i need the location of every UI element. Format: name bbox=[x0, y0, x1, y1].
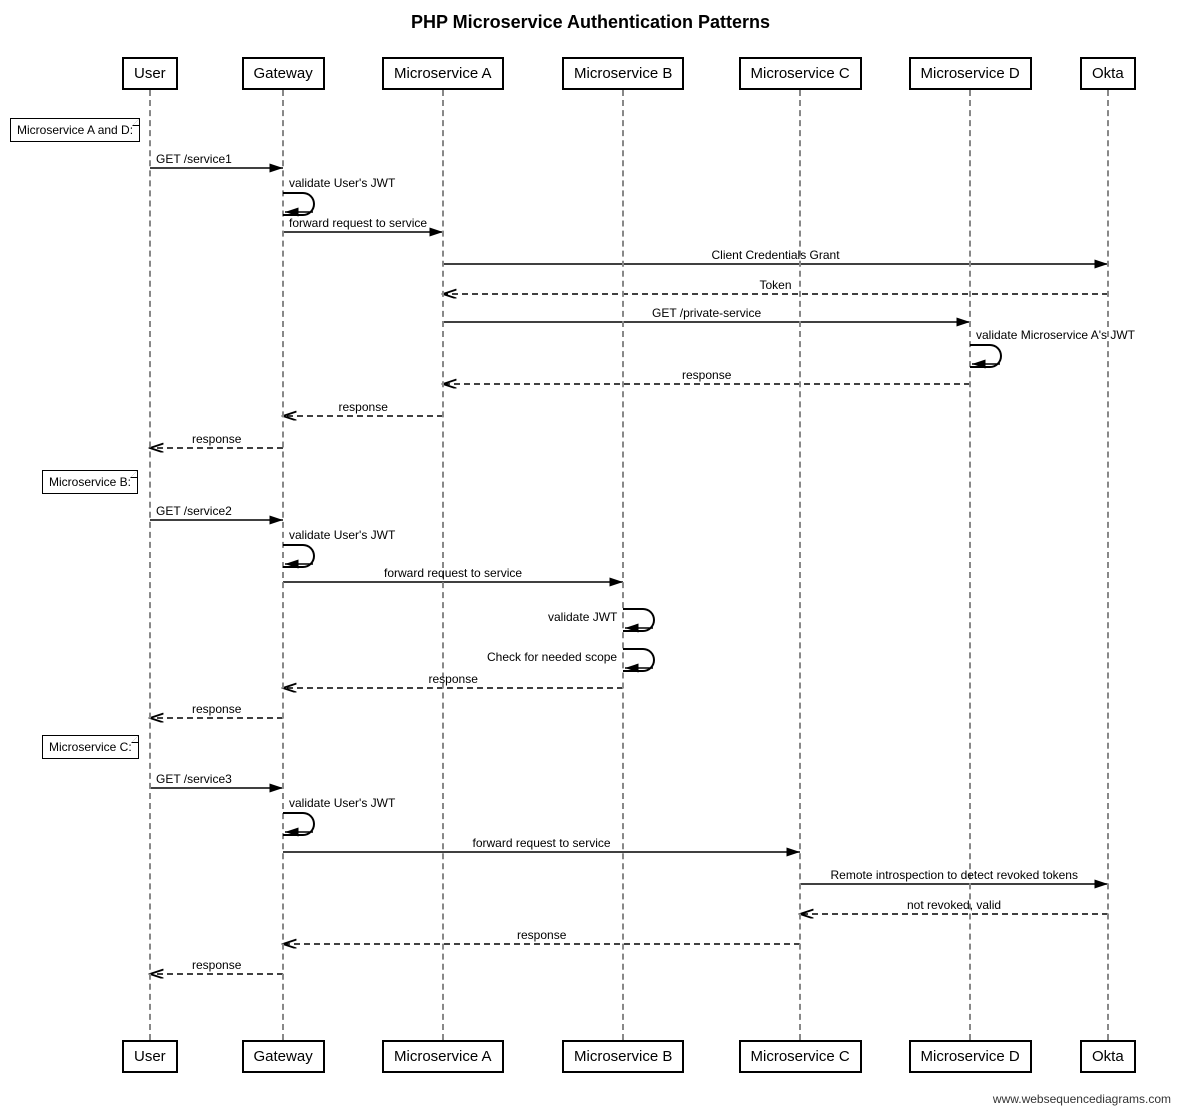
message-label: response bbox=[192, 432, 241, 446]
lifeline bbox=[799, 90, 801, 1040]
arrows-layer bbox=[0, 0, 1181, 1114]
message-label: validate Microservice A's JWT bbox=[976, 328, 1135, 342]
actor-box: Microservice A bbox=[382, 1040, 504, 1073]
message-label: response bbox=[192, 702, 241, 716]
lifeline bbox=[442, 90, 444, 1040]
message-label: Remote introspection to detect revoked t… bbox=[831, 868, 1078, 882]
message-label: response bbox=[192, 958, 241, 972]
actor-box: Microservice A bbox=[382, 57, 504, 90]
sequence-diagram: PHP Microservice Authentication Patterns… bbox=[0, 0, 1181, 1114]
self-message bbox=[283, 812, 315, 836]
message-label: forward request to service bbox=[473, 836, 611, 850]
note: Microservice A and D: bbox=[10, 118, 140, 142]
actor-box: User bbox=[122, 1040, 178, 1073]
actor-box: Microservice B bbox=[562, 1040, 684, 1073]
self-message bbox=[623, 608, 655, 632]
actor-box: Microservice C bbox=[739, 57, 862, 90]
actor-box: Okta bbox=[1080, 57, 1136, 90]
message-label: Client Credentials Grant bbox=[712, 248, 840, 262]
message-label: Check for needed scope bbox=[487, 650, 617, 664]
message-label: response bbox=[429, 672, 478, 686]
message-label: validate JWT bbox=[548, 610, 617, 624]
message-label: response bbox=[682, 368, 731, 382]
note: Microservice B: bbox=[42, 470, 138, 494]
self-message bbox=[283, 544, 315, 568]
actor-box: Microservice C bbox=[739, 1040, 862, 1073]
lifeline bbox=[1107, 90, 1109, 1040]
actor-box: Gateway bbox=[242, 1040, 325, 1073]
lifeline bbox=[149, 90, 151, 1040]
actor-box: Microservice B bbox=[562, 57, 684, 90]
message-label: Token bbox=[760, 278, 792, 292]
self-message bbox=[283, 192, 315, 216]
actor-box: Okta bbox=[1080, 1040, 1136, 1073]
message-label: GET /service3 bbox=[156, 772, 232, 786]
note: Microservice C: bbox=[42, 735, 139, 759]
message-label: forward request to service bbox=[384, 566, 522, 580]
message-label: GET /service1 bbox=[156, 152, 232, 166]
message-label: GET /service2 bbox=[156, 504, 232, 518]
lifeline bbox=[622, 90, 624, 1040]
message-label: response bbox=[339, 400, 388, 414]
actor-box: Microservice D bbox=[909, 57, 1032, 90]
message-label: not revoked, valid bbox=[907, 898, 1001, 912]
actor-box: Microservice D bbox=[909, 1040, 1032, 1073]
message-label: validate User's JWT bbox=[289, 796, 395, 810]
message-label: forward request to service bbox=[289, 216, 427, 230]
diagram-title: PHP Microservice Authentication Patterns bbox=[0, 12, 1181, 33]
message-label: validate User's JWT bbox=[289, 528, 395, 542]
self-message bbox=[970, 344, 1002, 368]
message-label: response bbox=[517, 928, 566, 942]
message-label: GET /private-service bbox=[652, 306, 761, 320]
actor-box: Gateway bbox=[242, 57, 325, 90]
message-label: validate User's JWT bbox=[289, 176, 395, 190]
watermark: www.websequencediagrams.com bbox=[993, 1092, 1171, 1106]
self-message bbox=[623, 648, 655, 672]
actor-box: User bbox=[122, 57, 178, 90]
